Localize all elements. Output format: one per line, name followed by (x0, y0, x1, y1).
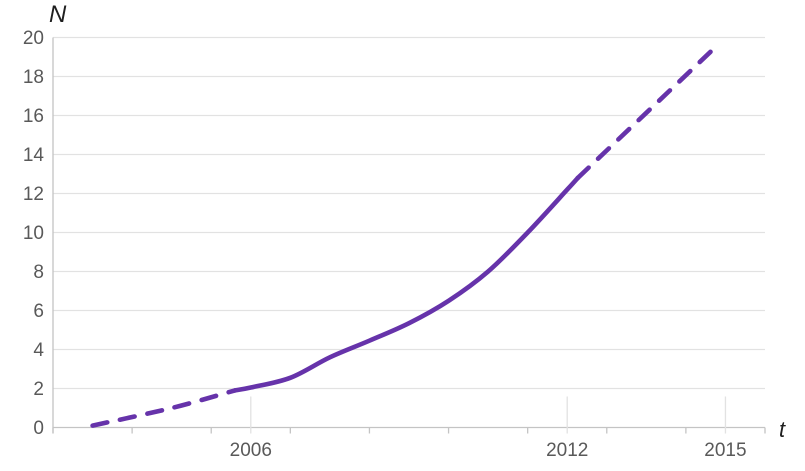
y-tick-label: 18 (23, 67, 44, 88)
x-tick-label: 2006 (230, 440, 272, 461)
y-tick-label: 14 (23, 145, 45, 166)
series-path-solid (232, 175, 581, 393)
y-tick-label: 12 (23, 184, 44, 205)
y-tick-label: 20 (23, 28, 44, 49)
y-tick-label: 16 (23, 106, 44, 127)
y-tick-label: 0 (33, 418, 44, 439)
y-tick-label: 10 (23, 223, 44, 244)
y-tick-label: 8 (33, 262, 44, 283)
y-tick-label: 6 (33, 301, 44, 322)
x-tick-label: 2015 (704, 440, 746, 461)
y-tick-label: 4 (33, 340, 44, 361)
series-path-dashed (90, 388, 238, 428)
y-axis-title: N (49, 1, 67, 28)
series-path-dashed (575, 46, 716, 181)
x-tick-label: 2012 (546, 440, 588, 461)
x-axis-title: t (779, 417, 786, 442)
y-tick-label: 2 (33, 379, 44, 400)
